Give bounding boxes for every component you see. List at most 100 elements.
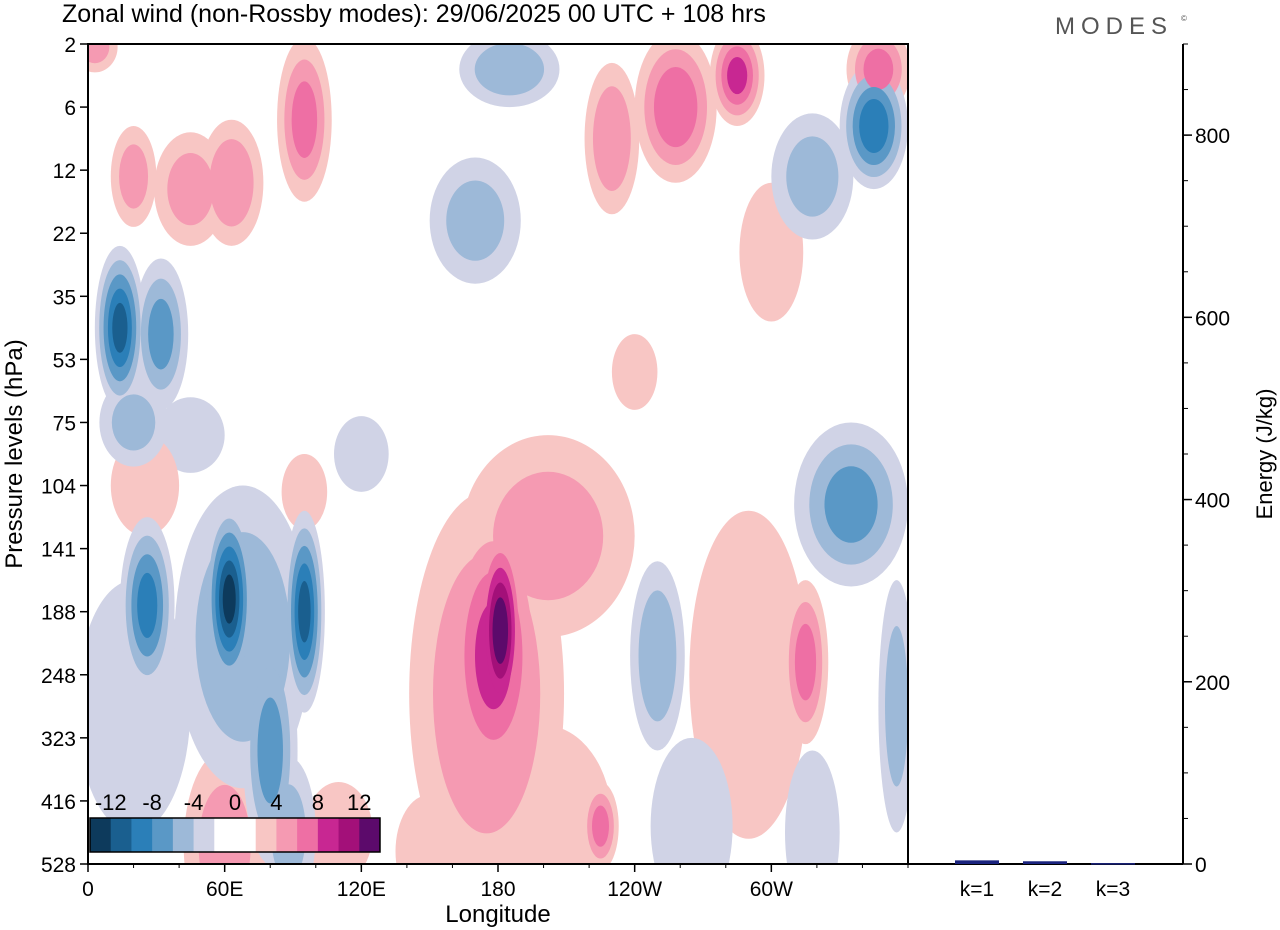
y-tick-label: 6: [64, 97, 76, 120]
contour-region: [446, 180, 505, 261]
contour-region: [859, 98, 889, 154]
contour-region: [112, 302, 128, 353]
energy-category-label: k=2: [1028, 878, 1062, 901]
x-tick-label: 0: [82, 878, 94, 901]
contour-region: [281, 454, 328, 530]
colorbar-swatch: [235, 818, 257, 852]
colorbar-swatch: [359, 818, 381, 852]
colorbar-swatch: [193, 818, 215, 852]
energy-tick-label: 800: [1195, 125, 1230, 148]
x-tick-label: 60W: [750, 878, 793, 901]
y-axis-label: Pressure levels (hPa): [1, 339, 28, 568]
contour-region: [493, 471, 604, 601]
x-axis: 0 60E 120E 180 120W 60W: [82, 864, 909, 901]
contour-region: [824, 466, 878, 543]
contour-region: [885, 626, 908, 787]
contour-region: [148, 298, 174, 370]
y-tick-label: 323: [41, 728, 76, 751]
y-tick-label: 22: [53, 223, 76, 246]
contour-region: [156, 397, 225, 473]
energy-bar: [1091, 863, 1135, 865]
energy-bars: k=1 k=2 k=3: [955, 860, 1135, 901]
y-tick-label: 35: [53, 286, 76, 309]
contour-region: [257, 697, 283, 804]
y-axis: 2 6 12 22 35 53 75 104 141 188 248 323 416 528: [41, 34, 88, 877]
contour-region: [863, 48, 894, 90]
contour-region: [785, 750, 840, 864]
colorbar-swatch: [338, 818, 360, 852]
colorbar: -12 -8 -4 0 4 8 12: [89, 790, 381, 853]
y-tick-label: 528: [41, 854, 76, 877]
contour-fills: [88, 44, 908, 864]
contour-region: [88, 44, 110, 64]
contour-region: [727, 56, 748, 95]
chart-title: Zonal wind (non-Rossby modes): 29/06/202…: [62, 0, 766, 28]
energy-category-label: k=1: [960, 878, 994, 901]
y-tick-label: 2: [64, 34, 76, 57]
colorbar-swatch: [131, 818, 153, 852]
colorbar-label: 0: [229, 790, 241, 815]
colorbar-swatch: [276, 818, 298, 852]
energy-category-label: k=3: [1096, 878, 1130, 901]
y-tick-label: 416: [41, 791, 76, 814]
brand-name: MODES: [1055, 13, 1173, 40]
contour-region: [137, 572, 158, 638]
colorbar-swatch: [110, 818, 132, 852]
colorbar-label: -8: [142, 790, 162, 815]
contour-region: [222, 574, 236, 624]
y-tick-label: 248: [41, 665, 76, 688]
brand-logo: MODES ©: [1055, 13, 1187, 40]
contour-region: [209, 139, 254, 227]
energy-tick-label: 200: [1195, 672, 1230, 695]
contour-region: [119, 144, 149, 209]
y-tick-label: 188: [41, 602, 76, 625]
colorbar-swatch: [317, 818, 340, 852]
contour-region: [167, 152, 214, 226]
colorbar-swatch: [172, 818, 195, 852]
contour-region: [111, 394, 156, 451]
heatmap-plot: [88, 44, 908, 864]
colorbar-swatch: [152, 818, 174, 852]
y-tick-label: 104: [41, 476, 76, 499]
brand-mark: ©: [1181, 14, 1187, 23]
colorbar-swatch: [214, 818, 236, 852]
contour-region: [611, 334, 658, 410]
colorbar-swatch: [90, 818, 112, 852]
contour-region: [650, 737, 733, 864]
contour-region: [638, 590, 677, 722]
x-tick-label: 60E: [206, 878, 243, 901]
contour-region: [591, 805, 610, 847]
x-axis-label: Longitude: [445, 901, 550, 928]
y-tick-label: 75: [53, 412, 76, 435]
energy-axis-label: Energy (J/kg): [1252, 389, 1277, 520]
energy-bar: [1023, 861, 1067, 864]
y-tick-label: 12: [53, 160, 76, 183]
y-tick-label: 141: [41, 539, 76, 562]
contour-region: [592, 86, 631, 192]
colorbar-label: 12: [347, 790, 371, 815]
contour-region: [298, 580, 311, 643]
energy-tick-label: 400: [1195, 490, 1230, 513]
contour-region: [334, 416, 389, 492]
colorbar-label: -4: [184, 790, 204, 815]
energy-bar: [955, 860, 999, 864]
x-tick-label: 180: [480, 878, 515, 901]
colorbar-frame: [89, 817, 381, 853]
colorbar-swatch: [255, 818, 277, 852]
energy-axis: 0 200 400 600 800: [908, 43, 1230, 877]
colorbar-label: 4: [270, 790, 282, 815]
contour-region: [474, 44, 545, 96]
y-tick-label: 53: [53, 349, 76, 372]
contour-region: [689, 510, 808, 839]
energy-tick-label: 0: [1195, 854, 1207, 877]
colorbar-label: -12: [95, 790, 127, 815]
colorbar-label: 8: [312, 790, 324, 815]
colorbar-swatch: [297, 818, 319, 852]
contour-region: [786, 136, 839, 217]
x-tick-label: 120E: [337, 878, 386, 901]
energy-tick-label: 600: [1195, 307, 1230, 330]
contour-region: [653, 67, 698, 148]
contour-region: [794, 623, 817, 701]
contour-region: [291, 81, 318, 158]
